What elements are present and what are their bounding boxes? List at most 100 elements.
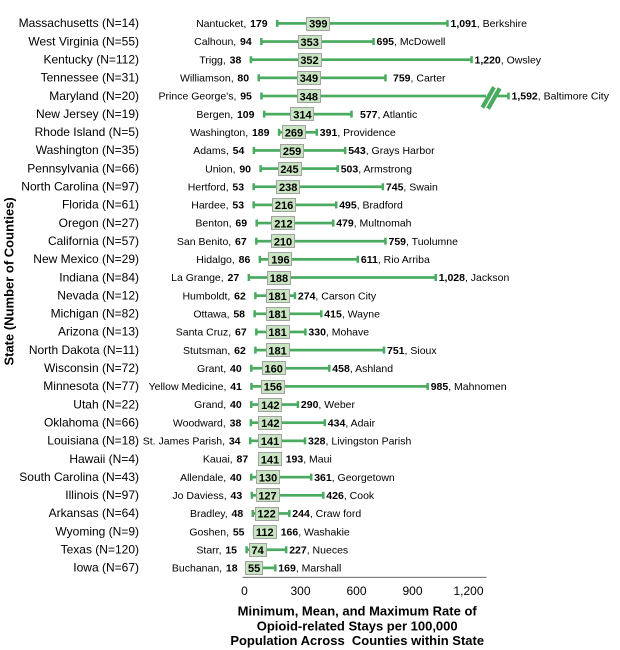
svg-text:900: 900 [402, 584, 422, 598]
svg-text:State (Number of Counties): State (Number of Counties) [1, 197, 16, 365]
svg-text:La Grange, 27: La Grange, 27 [171, 272, 239, 284]
svg-text:Hardee, 53: Hardee, 53 [191, 200, 244, 212]
svg-text:290, Weber: 290, Weber [301, 399, 356, 411]
svg-text:Washington (N=35): Washington (N=35) [36, 143, 139, 157]
svg-text:Santa Cruz, 67: Santa Cruz, 67 [176, 327, 247, 339]
svg-text:North Dakota (N=11): North Dakota (N=11) [29, 343, 139, 357]
svg-text:181: 181 [268, 309, 286, 321]
svg-text:Hertford, 53: Hertford, 53 [188, 181, 244, 193]
svg-text:227, Nueces: 227, Nueces [289, 544, 348, 556]
svg-text:Buchanan, 18: Buchanan, 18 [172, 563, 238, 575]
svg-text:Grand, 40: Grand, 40 [194, 399, 242, 411]
svg-text:314: 314 [293, 110, 312, 122]
svg-text:210: 210 [274, 237, 292, 249]
svg-text:Wyoming (N=9): Wyoming (N=9) [55, 524, 139, 538]
svg-text:55: 55 [248, 563, 260, 575]
svg-text:Washington, 189: Washington, 189 [190, 127, 269, 139]
svg-text:259: 259 [283, 146, 301, 158]
svg-text:759, Carter: 759, Carter [393, 73, 446, 85]
svg-text:74: 74 [251, 545, 264, 557]
svg-text:Opioid-related Stays per 100,0: Opioid-related Stays per 100,000 [257, 618, 458, 633]
svg-text:751, Sioux: 751, Sioux [387, 345, 437, 357]
svg-text:Nantucket, 179: Nantucket, 179 [196, 18, 268, 30]
svg-text:New Mexico (N=29): New Mexico (N=29) [33, 252, 139, 266]
svg-text:328, Livingston Parish: 328, Livingston Parish [308, 436, 411, 448]
svg-text:577, Atlantic: 577, Atlantic [360, 109, 417, 121]
svg-text:Tennessee (N=31): Tennessee (N=31) [41, 71, 139, 85]
svg-text:Indiana (N=84): Indiana (N=84) [59, 270, 139, 284]
svg-text:Utah (N=22): Utah (N=22) [73, 397, 139, 411]
svg-text:Population Across Counties wi: Population Across Counties within State [230, 633, 484, 648]
svg-text:1,091, Berkshire: 1,091, Berkshire [451, 18, 528, 30]
svg-text:142: 142 [261, 400, 279, 412]
svg-text:St. James Parish, 34: St. James Parish, 34 [143, 436, 241, 448]
svg-text:Oklahoma (N=66): Oklahoma (N=66) [44, 416, 139, 430]
svg-text:391, Providence: 391, Providence [320, 127, 396, 139]
svg-text:245: 245 [280, 164, 298, 176]
svg-text:458, Ashland: 458, Ashland [332, 363, 393, 375]
svg-text:985, Mahnomen: 985, Mahnomen [431, 381, 507, 393]
svg-text:353: 353 [301, 37, 319, 49]
svg-text:181: 181 [268, 345, 286, 357]
svg-text:352: 352 [300, 55, 318, 67]
svg-text:361, Georgetown: 361, Georgetown [314, 472, 395, 484]
svg-text:274, Carson City: 274, Carson City [298, 290, 377, 302]
svg-text:122: 122 [257, 509, 275, 521]
svg-text:426, Cook: 426, Cook [326, 490, 375, 502]
svg-text:330, Mohave: 330, Mohave [308, 327, 369, 339]
svg-text:196: 196 [271, 255, 289, 267]
svg-text:Williamson, 80: Williamson, 80 [180, 73, 249, 85]
svg-text:188: 188 [270, 273, 288, 285]
svg-text:South Carolina (N=43): South Carolina (N=43) [19, 470, 139, 484]
svg-text:166, Washakie: 166, Washakie [281, 526, 350, 538]
svg-text:Kentucky (N=112): Kentucky (N=112) [44, 53, 140, 67]
svg-text:156: 156 [264, 382, 282, 394]
svg-text:141: 141 [261, 436, 279, 448]
svg-text:Adams, 54: Adams, 54 [193, 145, 244, 157]
svg-text:San Benito, 67: San Benito, 67 [177, 236, 247, 248]
svg-text:Bradley, 48: Bradley, 48 [190, 508, 243, 520]
svg-text:600: 600 [346, 584, 366, 598]
svg-text:Kauai, 87: Kauai, 87 [203, 454, 248, 466]
svg-text:112: 112 [256, 527, 274, 539]
svg-text:399: 399 [309, 19, 327, 31]
svg-text:Bergen, 109: Bergen, 109 [196, 109, 254, 121]
svg-text:434, Adair: 434, Adair [328, 417, 376, 429]
svg-text:North Carolina (N=97): North Carolina (N=97) [21, 180, 139, 194]
svg-text:160: 160 [265, 364, 283, 376]
svg-text:Starr, 15: Starr, 15 [196, 544, 237, 556]
svg-text:Wisconsin (N=72): Wisconsin (N=72) [44, 361, 139, 375]
svg-text:Hidalgo, 86: Hidalgo, 86 [196, 254, 250, 266]
svg-text:193, Maui: 193, Maui [286, 454, 332, 466]
svg-text:New Jersey (N=19): New Jersey (N=19) [36, 107, 139, 121]
svg-text:Benton, 69: Benton, 69 [195, 218, 247, 230]
svg-text:Calhoun, 94: Calhoun, 94 [194, 36, 252, 48]
svg-text:Jo Daviess, 43: Jo Daviess, 43 [172, 490, 242, 502]
svg-text:238: 238 [279, 182, 297, 194]
svg-text:Pennsylvania (N=66): Pennsylvania (N=66) [27, 161, 139, 175]
svg-text:1,200: 1,200 [453, 584, 483, 598]
svg-text:0: 0 [241, 584, 248, 598]
svg-text:169, Marshall: 169, Marshall [278, 563, 341, 575]
svg-text:Minimum, Mean, and Maximum Rat: Minimum, Mean, and Maximum Rate of [238, 603, 478, 618]
svg-text:142: 142 [261, 418, 279, 430]
svg-text:479, Multnomah: 479, Multnomah [336, 218, 411, 230]
svg-text:1,220, Owsley: 1,220, Owsley [475, 54, 542, 66]
svg-text:Oregon (N=27): Oregon (N=27) [59, 216, 139, 230]
svg-text:216: 216 [275, 200, 293, 212]
svg-text:Ottawa, 58: Ottawa, 58 [193, 309, 245, 321]
svg-text:Texas (N=120): Texas (N=120) [61, 543, 139, 557]
svg-text:759, Tuolumne: 759, Tuolumne [389, 236, 459, 248]
svg-text:348: 348 [300, 91, 318, 103]
svg-text:212: 212 [274, 218, 292, 230]
svg-text:495, Bradford: 495, Bradford [339, 200, 403, 212]
svg-text:745, Swain: 745, Swain [386, 181, 438, 193]
svg-text:Union, 90: Union, 90 [205, 163, 251, 175]
svg-text:Maryland (N=20): Maryland (N=20) [49, 89, 139, 103]
svg-text:West Virginia (N=55): West Virginia (N=55) [28, 34, 139, 48]
svg-text:349: 349 [300, 73, 318, 85]
svg-text:Nevada (N=12): Nevada (N=12) [57, 288, 139, 302]
svg-text:300: 300 [290, 584, 310, 598]
svg-text:California (N=57): California (N=57) [48, 234, 139, 248]
svg-text:Florida (N=61): Florida (N=61) [62, 198, 139, 212]
